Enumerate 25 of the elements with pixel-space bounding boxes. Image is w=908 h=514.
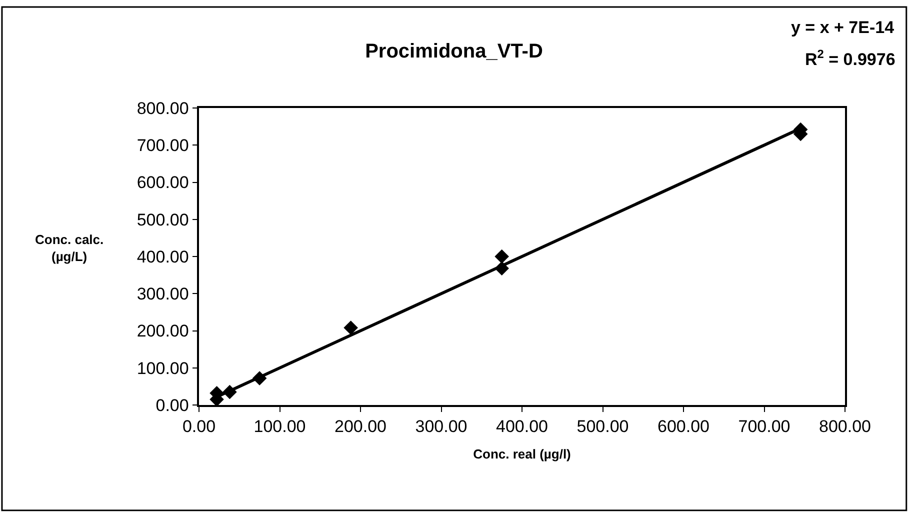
text: y = x + 7E-14 (791, 18, 895, 37)
y-tick-label: 800.00 (136, 98, 189, 118)
x-tick-label: 800.00 (819, 417, 871, 436)
x-tick-label: 200.00 (334, 417, 386, 436)
y-tick-label: 400.00 (136, 247, 189, 266)
y-tick-label: 300.00 (136, 284, 189, 304)
y-tick-label: 700.00 (136, 136, 189, 156)
y-tick-label: 600.00 (136, 173, 189, 192)
x-tick-label: 500.00 (576, 417, 629, 436)
text: R$^{2}$ = 0.9976 (805, 47, 896, 70)
x-axis-title: Conc. real (µg/l) (473, 446, 571, 462)
point (344, 320, 358, 335)
y-tick-label: 200.00 (136, 322, 189, 341)
x-tick-label: 600.00 (658, 417, 710, 436)
x-tick-label: 300.00 (415, 417, 468, 436)
y-tick-label: 0.00 (156, 396, 189, 415)
chart-title: Procimidona_VT-D (365, 40, 543, 63)
y-axis-title: Conc. calc. (µg/L) (35, 232, 104, 264)
point (494, 249, 509, 264)
y-tick-label: 100.00 (136, 358, 189, 378)
x-tick-label: 400.00 (496, 417, 548, 436)
x-tick-label: 100.00 (254, 417, 306, 436)
x-tick-label: 0.00 (182, 417, 216, 436)
x-tick-label: 700.00 (738, 417, 790, 436)
y-tick-label: 500.00 (136, 210, 189, 230)
